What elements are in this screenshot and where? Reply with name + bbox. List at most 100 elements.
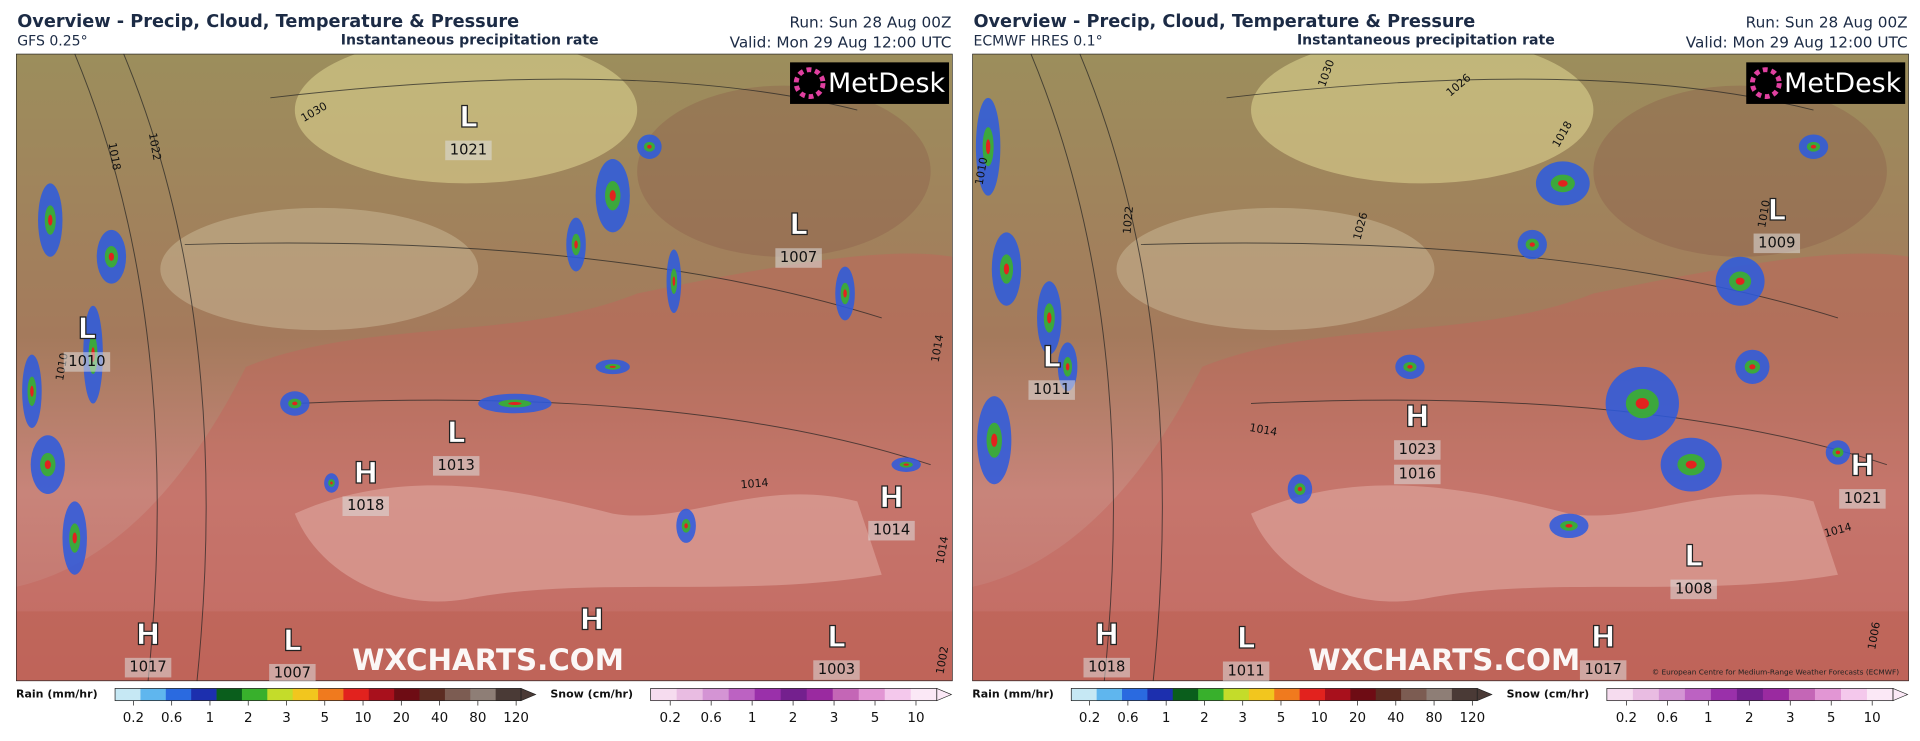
colorbar-segment — [806, 688, 834, 701]
colorbar-segment — [780, 688, 808, 701]
colorbar-tick-label: 5 — [1827, 711, 1836, 726]
cloud-area — [294, 53, 638, 184]
colorbar-segment — [1710, 688, 1738, 701]
colorbar-segment — [1198, 688, 1224, 701]
colorbar-segment — [1299, 688, 1326, 701]
legend-title: Snow (cm/hr) — [1507, 688, 1590, 701]
pressure-value-bg — [1753, 233, 1801, 254]
colorbar-tick-label: 20 — [1349, 711, 1366, 726]
pressure-center-symbol: L — [789, 208, 808, 242]
map-layer: 10301022101810141014101010141002L1021L10… — [16, 53, 953, 682]
run-time: Run: Sun 28 Aug 00Z — [1746, 14, 1908, 32]
colorbar-segment — [216, 688, 243, 701]
colorbar-segment — [1684, 688, 1712, 701]
colorbar-segment — [1274, 688, 1300, 701]
colorbar-tick-label: 40 — [431, 711, 448, 726]
colorbar-tick-label: 5 — [871, 711, 880, 726]
colorbar-segment — [832, 688, 860, 701]
cloud-area — [637, 85, 931, 257]
isobar-label: 1002 — [934, 645, 952, 675]
colorbar-segment — [650, 688, 678, 701]
colorbar-tick-label: 5 — [1277, 711, 1286, 726]
colorbar-tick-label: 10 — [1311, 711, 1328, 726]
isobar — [123, 53, 207, 682]
colorbar-tick-label: 1 — [206, 711, 215, 726]
colorbar-tick-label: 10 — [907, 711, 924, 726]
colorbar-tick-label: 1 — [748, 711, 757, 726]
precip-peak — [1635, 398, 1649, 410]
colorbar-tick-label: 0.2 — [660, 711, 681, 726]
pressure-center-symbol: L — [447, 416, 466, 450]
colorbar-tick-label: 20 — [393, 711, 410, 726]
pressure-value-bg — [1579, 660, 1627, 680]
colorbar-segment — [318, 688, 344, 701]
pressure-value: 1016 — [1399, 465, 1436, 482]
precip-peak — [30, 385, 34, 397]
isobar-label: 1014 — [929, 333, 947, 363]
pressure-value: 1014 — [873, 522, 910, 539]
pressure-value-bg — [1083, 657, 1130, 678]
pressure-value: 1013 — [438, 457, 475, 474]
pressure-value-bg — [269, 663, 316, 682]
isobar-label: 1022 — [146, 132, 164, 162]
colorbar-tick-label: 3 — [1238, 711, 1247, 726]
colorbar-border — [1606, 688, 1894, 702]
sea-area — [294, 485, 882, 602]
isobar — [1250, 399, 1888, 466]
colorbar-tick-label: 3 — [830, 711, 839, 726]
colorbar-arrow — [520, 687, 537, 702]
pressure-center-symbol: H — [353, 456, 378, 490]
colorbar-segment — [1762, 688, 1790, 701]
isobar-label: 1010 — [973, 156, 991, 186]
precip-peak — [1047, 312, 1052, 324]
colorbar-segment — [1401, 688, 1427, 701]
run-time: Run: Sun 28 Aug 00Z — [789, 14, 951, 32]
colorbar-tick-label: 2 — [789, 711, 798, 726]
precip-peak — [991, 433, 998, 447]
colorbar-tick-label: 120 — [503, 711, 529, 726]
map-layer: 1030 102610261022101810141014101010101006… — [972, 53, 1909, 682]
sea-area — [1251, 485, 1838, 602]
pressure-center-symbol: L — [283, 623, 302, 657]
isobar-label: 1006 — [1865, 621, 1883, 651]
precip-peak — [647, 144, 652, 149]
precip-peak — [1557, 180, 1568, 187]
colorbar-segment — [1658, 688, 1686, 701]
colorbar-segment — [115, 688, 141, 701]
colorbar-border — [650, 688, 938, 702]
colorbar-tick-label: 0.2 — [1079, 711, 1100, 726]
legend-title: Rain (mm/hr) — [16, 688, 98, 701]
legend-title: Snow (cm/hr) — [550, 688, 633, 701]
colorbar-segment — [241, 688, 268, 701]
precip-peak — [1407, 364, 1413, 369]
pressure-center-symbol: L — [1042, 340, 1061, 374]
precip-peak — [1749, 364, 1756, 370]
precip-peak — [44, 460, 51, 470]
isobar-label: 1014 — [934, 535, 952, 565]
colorbar-segment — [1122, 688, 1148, 701]
pressure-value: 1011 — [1227, 662, 1264, 679]
colorbar-segment — [267, 688, 294, 701]
colorbar-segment — [140, 688, 167, 701]
colorbar-segment — [292, 688, 319, 701]
pressure-center-symbol: L — [827, 620, 846, 654]
pressure-value-bg — [1394, 440, 1441, 460]
logo-icon — [1749, 67, 1782, 100]
colorbar-segment — [884, 688, 912, 701]
african-coast — [16, 611, 953, 682]
precip-peak — [609, 190, 616, 202]
pressure-value: 1023 — [1399, 441, 1436, 458]
map: 10301022101810141014101010141002L1021L10… — [16, 53, 953, 682]
pressure-value-bg — [813, 660, 860, 680]
colorbar-tick-label: 80 — [469, 711, 486, 726]
pressure-value-bg — [1670, 579, 1717, 600]
chart-panel: Overview - Precip, Cloud, Temperature & … — [972, 12, 1909, 726]
colorbar-tick-label: 3 — [282, 711, 291, 726]
precip-peak — [108, 252, 115, 261]
precip-peak — [1835, 450, 1841, 455]
cloud-area — [160, 207, 479, 331]
colorbar-tick-label: 40 — [1387, 711, 1404, 726]
colorbar-border — [114, 688, 522, 702]
pressure-center-symbol: L — [78, 312, 97, 346]
